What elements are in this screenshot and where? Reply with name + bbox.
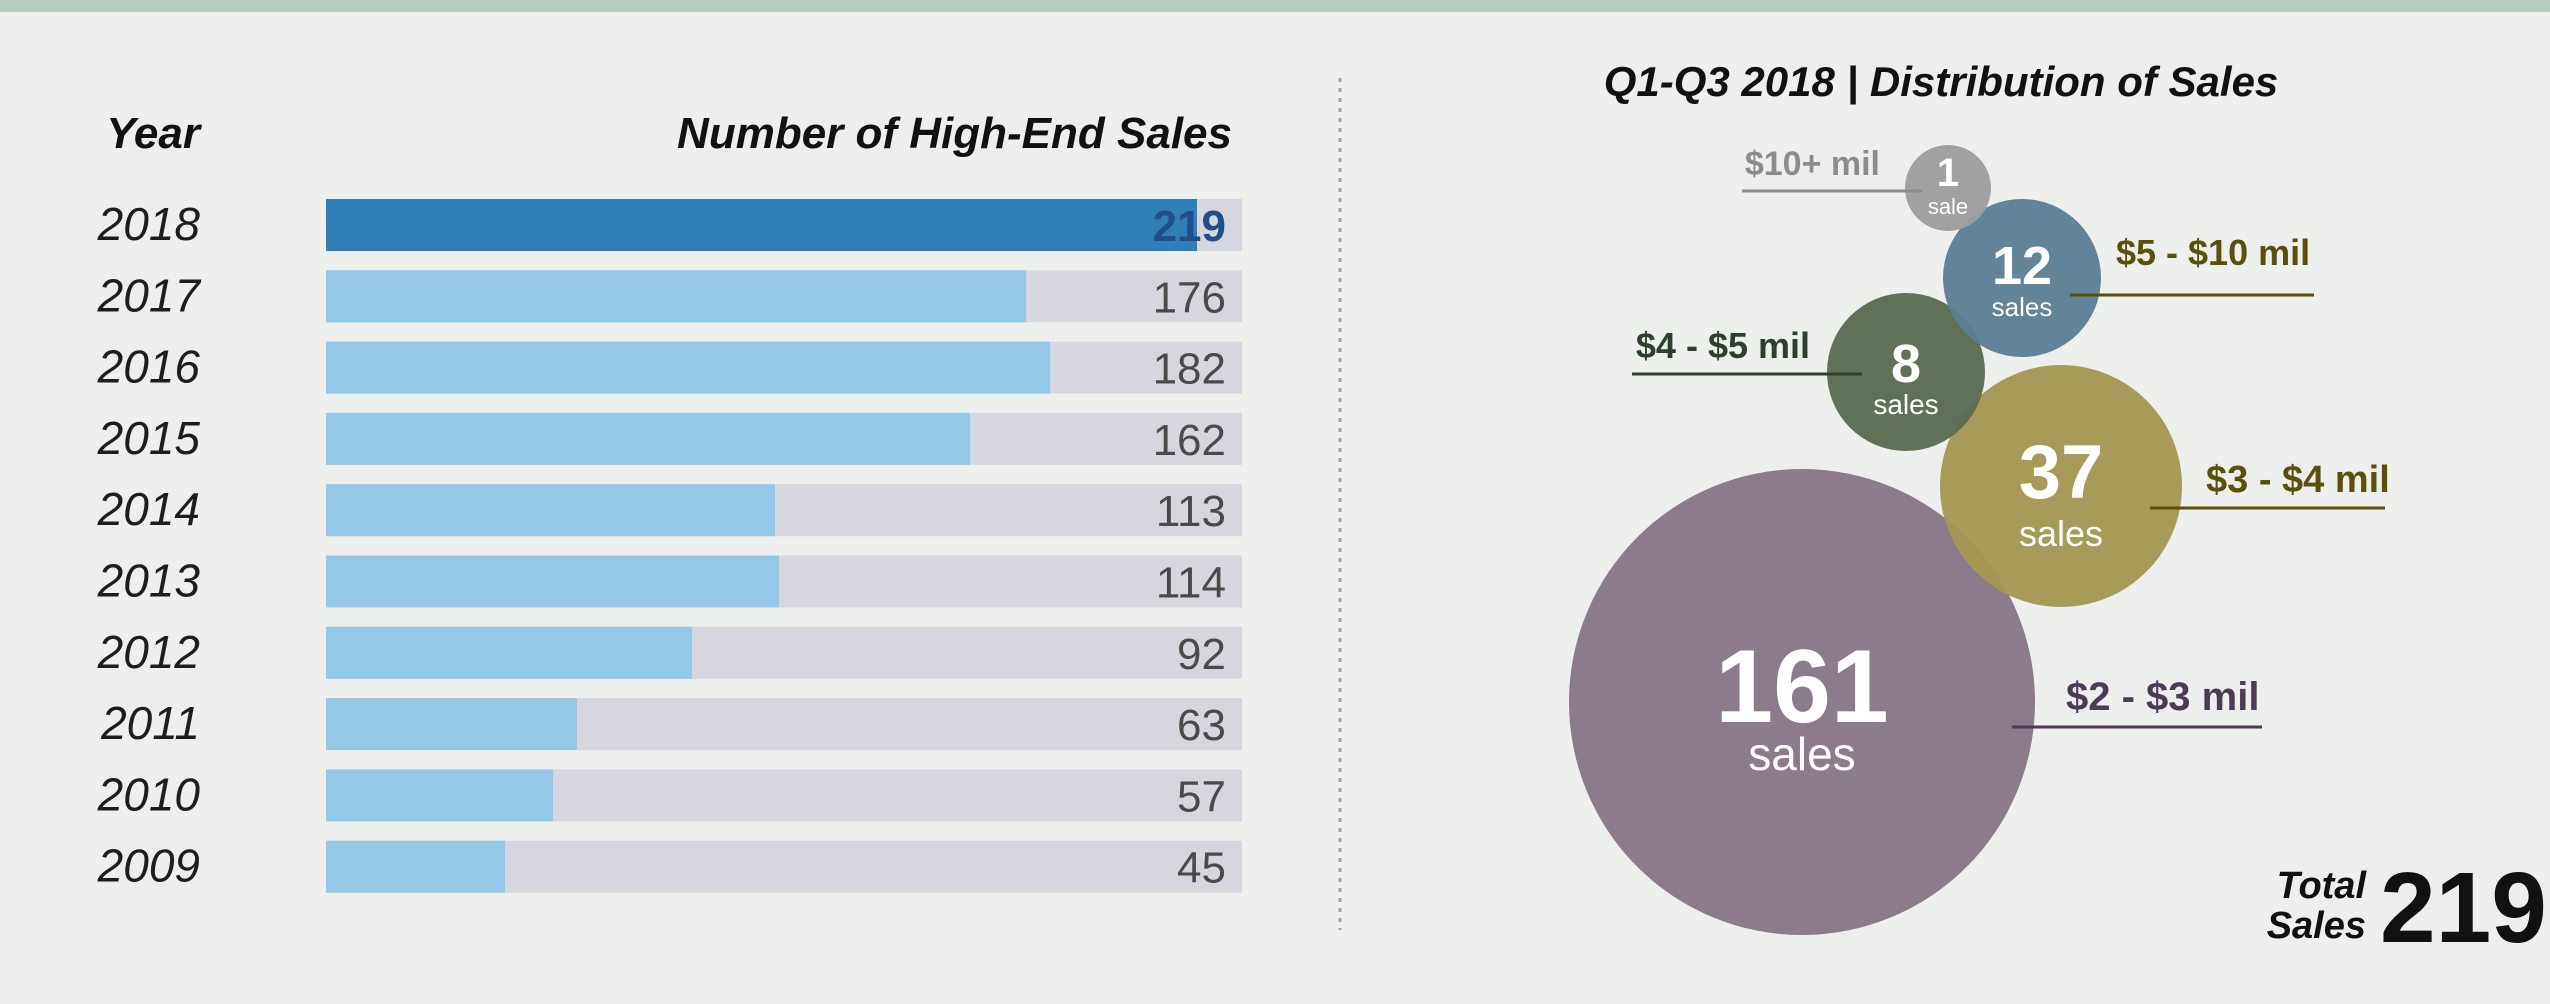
bar-2015 bbox=[326, 412, 970, 465]
bar-value-label: 57 bbox=[1177, 772, 1226, 821]
bubble-3-4-mil bbox=[1940, 365, 2182, 607]
bubble-category-label: $5 - $10 mil bbox=[2116, 232, 2310, 273]
bubble-value: 8 bbox=[1891, 334, 1921, 394]
total-label-line2: Sales bbox=[2267, 905, 2366, 947]
total-label-line1: Total bbox=[2277, 865, 2368, 907]
bubble-category-label: $10+ mil bbox=[1745, 145, 1880, 183]
bubble-unit: sales bbox=[1748, 728, 1855, 780]
bubble-value: 12 bbox=[1992, 236, 2052, 296]
bar-2017 bbox=[326, 270, 1026, 323]
bar-value-label: 182 bbox=[1153, 345, 1226, 394]
bar-2009 bbox=[326, 840, 505, 893]
bar-value-label: 45 bbox=[1177, 844, 1226, 893]
bubble-category-label: $4 - $5 mil bbox=[1636, 325, 1810, 366]
year-label: 2011 bbox=[100, 697, 200, 749]
bar-2013 bbox=[326, 555, 779, 608]
year-axis-header: Year bbox=[106, 109, 203, 158]
bar-2018 bbox=[326, 199, 1197, 251]
year-label: 2010 bbox=[97, 768, 201, 820]
bar-2012 bbox=[326, 626, 692, 679]
bar-chart: 2018 219 2017 176 2016 182 2015 162 2014 113 2013 1… bbox=[97, 198, 1242, 893]
bubble-4-5-mil bbox=[1827, 293, 1985, 451]
year-label: 2012 bbox=[97, 626, 200, 678]
bubble-category-label: $3 - $4 mil bbox=[2206, 459, 2390, 501]
bubble-unit: sale bbox=[1928, 194, 1968, 219]
top-accent-band bbox=[0, 0, 2550, 12]
bar-2014 bbox=[326, 484, 775, 537]
bar-2011 bbox=[326, 698, 577, 751]
bubble-unit: sales bbox=[2019, 513, 2103, 554]
bar-value-label: 162 bbox=[1153, 416, 1226, 465]
bubble-value: 37 bbox=[2019, 430, 2104, 515]
bubble-chart-title: Q1-Q3 2018 | Distribution of Sales bbox=[1604, 58, 2279, 106]
total-sales-value: 219 bbox=[2380, 852, 2547, 964]
year-label: 2009 bbox=[97, 840, 200, 892]
count-axis-header: Number of High-End Sales bbox=[677, 109, 1232, 158]
bar-value-label: 63 bbox=[1177, 701, 1226, 750]
bubble-category-label: $2 - $3 mil bbox=[2066, 675, 2259, 719]
year-label: 2013 bbox=[97, 555, 201, 607]
year-label: 2018 bbox=[97, 198, 201, 250]
year-label: 2014 bbox=[97, 483, 200, 535]
bubble-5-10-mil bbox=[1943, 199, 2101, 357]
bubble-2-3-mil bbox=[1569, 469, 2035, 935]
bubble-value: 161 bbox=[1715, 629, 1889, 745]
bubble-value: 1 bbox=[1937, 151, 1959, 195]
year-label: 2015 bbox=[97, 412, 201, 464]
bar-value-label: 176 bbox=[1153, 273, 1226, 322]
bar-value-label: 92 bbox=[1177, 630, 1226, 679]
bubble-10-mil bbox=[1905, 145, 1991, 231]
year-label: 2016 bbox=[97, 341, 201, 393]
bar-value-label: 219 bbox=[1153, 202, 1226, 251]
bar-value-label: 113 bbox=[1156, 487, 1226, 536]
bubble-unit: sales bbox=[1992, 292, 2053, 322]
bar-2016 bbox=[326, 341, 1050, 394]
year-label: 2017 bbox=[97, 269, 202, 321]
bubble-unit: sales bbox=[1873, 389, 1938, 420]
bar-value-label: 114 bbox=[1156, 559, 1226, 608]
bar-2010 bbox=[326, 769, 553, 822]
